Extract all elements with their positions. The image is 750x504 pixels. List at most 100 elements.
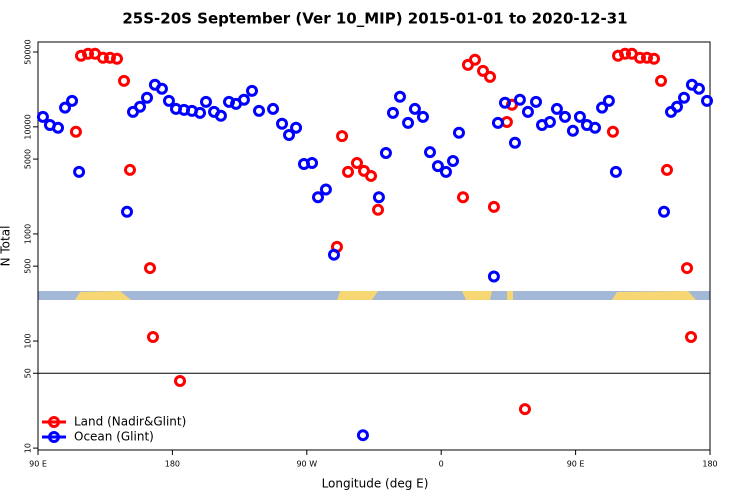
point xyxy=(73,165,86,178)
point xyxy=(350,156,363,169)
point xyxy=(144,262,156,275)
legend-marker xyxy=(48,431,60,443)
point xyxy=(670,100,683,113)
point xyxy=(446,154,459,167)
point xyxy=(327,248,340,261)
x-tick-label: 90 E xyxy=(567,460,585,469)
point xyxy=(518,403,531,416)
point xyxy=(558,110,571,123)
point xyxy=(589,121,602,134)
y-tick-label: 500 xyxy=(24,259,33,274)
point xyxy=(121,205,134,218)
x-tick-label: 0 xyxy=(439,460,444,469)
point xyxy=(103,51,116,64)
point xyxy=(439,165,452,178)
y-tick-label: 5000 xyxy=(24,149,33,169)
land-strip xyxy=(507,291,513,300)
point xyxy=(619,47,632,60)
point xyxy=(452,126,465,139)
point xyxy=(596,101,609,114)
point xyxy=(200,95,212,108)
point xyxy=(573,110,586,123)
x-tick-label: 180 xyxy=(702,460,717,469)
point xyxy=(133,100,146,113)
point xyxy=(640,51,653,64)
point xyxy=(491,116,504,129)
point xyxy=(214,109,227,122)
point xyxy=(508,136,521,149)
point xyxy=(306,156,319,169)
land-strip xyxy=(75,291,131,300)
point xyxy=(487,200,500,213)
point xyxy=(602,94,615,107)
point xyxy=(487,270,500,283)
point xyxy=(606,125,619,138)
point xyxy=(336,130,349,143)
point xyxy=(283,128,296,141)
point xyxy=(118,74,131,87)
point xyxy=(155,82,168,95)
legend-label: Land (Nadir&Glint) xyxy=(74,415,186,429)
point xyxy=(356,429,369,442)
legend-marker xyxy=(48,416,60,428)
point xyxy=(141,91,154,104)
point xyxy=(393,90,406,103)
y-axis-label: N Total xyxy=(0,226,13,267)
legend-label: Ocean (Glint) xyxy=(74,430,154,444)
point xyxy=(276,117,289,130)
point xyxy=(59,101,72,114)
y-tick-label: 10 xyxy=(24,443,33,453)
point xyxy=(365,169,378,182)
point xyxy=(237,93,250,106)
point xyxy=(609,165,622,178)
point xyxy=(110,52,123,65)
land-strip xyxy=(612,291,696,300)
point xyxy=(701,94,714,107)
point xyxy=(386,106,399,119)
point xyxy=(372,203,385,216)
plot-frame xyxy=(37,41,711,451)
point xyxy=(290,121,303,134)
point xyxy=(678,91,691,104)
point xyxy=(660,163,673,176)
point xyxy=(342,165,355,178)
point xyxy=(36,110,49,123)
point xyxy=(123,163,136,176)
point xyxy=(267,102,280,115)
x-axis-label: Longitude (deg E) xyxy=(322,477,429,491)
point xyxy=(52,121,65,134)
y-tick-label: 1000 xyxy=(24,224,33,244)
land-strip xyxy=(462,291,492,300)
point xyxy=(96,51,109,64)
point xyxy=(658,205,671,218)
point xyxy=(66,94,79,107)
point xyxy=(681,262,694,275)
point xyxy=(550,102,563,115)
point xyxy=(530,95,543,108)
point xyxy=(408,102,421,115)
point xyxy=(692,82,705,95)
point xyxy=(477,64,490,77)
point xyxy=(245,84,258,97)
point xyxy=(431,160,444,173)
point xyxy=(174,375,187,388)
map-strip xyxy=(38,291,710,300)
point xyxy=(468,53,481,66)
point xyxy=(69,125,82,138)
point xyxy=(379,146,392,159)
point xyxy=(633,51,646,64)
point xyxy=(424,146,436,159)
point xyxy=(82,47,95,60)
point xyxy=(484,70,497,83)
point xyxy=(513,93,526,106)
point xyxy=(146,331,159,344)
land-strip xyxy=(337,291,378,300)
point xyxy=(372,191,385,204)
point xyxy=(566,124,579,137)
point xyxy=(312,191,324,204)
point xyxy=(253,104,266,117)
point xyxy=(655,74,668,87)
